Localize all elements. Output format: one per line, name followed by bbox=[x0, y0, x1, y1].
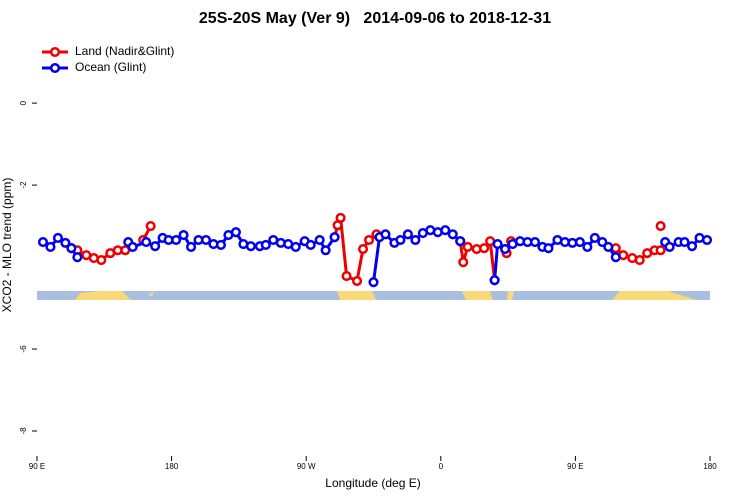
point bbox=[462, 241, 473, 253]
point bbox=[664, 241, 675, 253]
y-tick-label: -6 bbox=[19, 345, 28, 353]
point bbox=[341, 271, 352, 282]
legend-marker bbox=[49, 46, 61, 58]
point bbox=[357, 243, 369, 255]
point bbox=[245, 241, 256, 252]
point bbox=[60, 237, 71, 248]
x-axis-label: Longitude (deg E) bbox=[325, 476, 420, 490]
land-patch bbox=[612, 291, 696, 300]
point bbox=[492, 239, 503, 250]
point bbox=[260, 239, 271, 250]
point bbox=[440, 225, 451, 236]
point bbox=[363, 234, 375, 246]
point bbox=[687, 241, 698, 252]
point bbox=[215, 239, 227, 250]
land-patch bbox=[148, 291, 154, 296]
point bbox=[96, 255, 107, 266]
point bbox=[701, 234, 713, 246]
point bbox=[402, 229, 413, 240]
legend-marker bbox=[49, 62, 61, 74]
point bbox=[37, 237, 49, 248]
point bbox=[66, 243, 77, 254]
point bbox=[72, 252, 83, 263]
point bbox=[582, 241, 593, 253]
land-patch bbox=[462, 291, 493, 300]
x-tick-label: 180 bbox=[165, 462, 179, 471]
point bbox=[368, 277, 379, 288]
point bbox=[150, 241, 161, 252]
point bbox=[455, 236, 466, 247]
point bbox=[447, 229, 458, 240]
y-tick-label: 0 bbox=[19, 100, 28, 105]
land-patch bbox=[337, 291, 376, 300]
point bbox=[185, 241, 197, 253]
point bbox=[52, 232, 63, 244]
point bbox=[543, 243, 554, 254]
point bbox=[335, 212, 346, 223]
land-patch bbox=[75, 291, 131, 300]
x-tick-label: 90 E bbox=[567, 462, 583, 471]
point bbox=[589, 232, 600, 244]
point bbox=[127, 241, 138, 253]
point bbox=[529, 237, 541, 248]
land-ocean-strip bbox=[37, 291, 710, 300]
point bbox=[230, 227, 241, 238]
point bbox=[655, 245, 666, 256]
point bbox=[45, 241, 56, 253]
chart-title: 25S-20S May (Ver 9) 2014-09-06 to 2018-1… bbox=[199, 10, 551, 27]
point bbox=[479, 243, 490, 254]
point bbox=[574, 237, 585, 248]
legend-label: Land (Nadir&Glint) bbox=[75, 44, 174, 58]
point bbox=[610, 252, 621, 263]
point bbox=[655, 221, 666, 232]
point bbox=[290, 241, 301, 253]
point bbox=[141, 237, 152, 248]
point bbox=[171, 234, 182, 246]
point bbox=[305, 239, 316, 250]
land-patch bbox=[507, 291, 514, 300]
x-tick-label: 90 E bbox=[29, 462, 45, 471]
point bbox=[458, 257, 469, 268]
x-tick-label: 180 bbox=[703, 462, 717, 471]
point bbox=[380, 229, 391, 240]
point bbox=[145, 221, 156, 232]
legend-label: Ocean (Glint) bbox=[75, 60, 146, 74]
point bbox=[410, 234, 421, 246]
y-axis-label: XCO2 - MLO trend (ppm) bbox=[0, 178, 14, 313]
point bbox=[178, 230, 189, 241]
point bbox=[329, 232, 340, 243]
point bbox=[597, 237, 608, 248]
point bbox=[634, 255, 645, 266]
point bbox=[351, 275, 363, 287]
x-tick-label: 0 bbox=[439, 462, 444, 471]
point bbox=[489, 275, 500, 286]
y-tick-label: -2 bbox=[19, 181, 28, 189]
point bbox=[395, 234, 406, 246]
point bbox=[679, 237, 690, 248]
point bbox=[603, 241, 614, 253]
point bbox=[500, 243, 511, 255]
point bbox=[320, 245, 331, 256]
point bbox=[314, 234, 325, 246]
point bbox=[200, 234, 212, 246]
y-tick-label: -8 bbox=[19, 427, 28, 435]
x-tick-label: 90 W bbox=[297, 462, 316, 471]
